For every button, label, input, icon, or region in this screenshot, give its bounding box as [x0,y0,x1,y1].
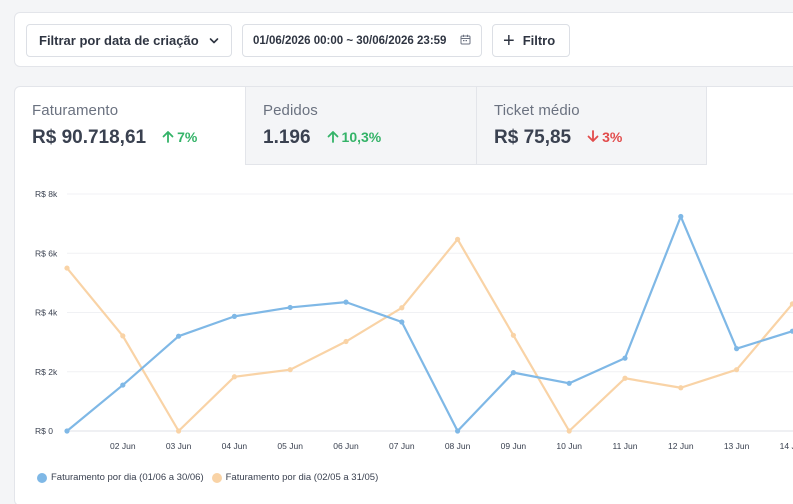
legend-label-current: Faturamento por dia (01/06 a 30/06) [51,472,204,483]
kpi-value: R$ 75,85 [494,127,572,148]
kpi-label: Pedidos [263,102,318,119]
data-point-previous [399,305,405,311]
add-filter-button[interactable]: + Filtro [492,24,570,57]
data-point-current [343,299,349,305]
kpi-label: Ticket médio [494,102,580,119]
y-tick-label: R$ 6k [35,248,58,258]
data-point-previous [510,332,516,338]
plus-icon: + [503,29,515,52]
x-tick-label: 08 Jun [445,441,471,451]
legend-label-previous: Faturamento por dia (02/05 a 31/05) [225,472,379,483]
x-tick-label: 07 Jun [389,441,415,451]
chevron-down-icon [209,38,219,44]
kpi-tab-pedidos[interactable]: Pedidos 1.196 10,3% [245,87,476,165]
data-point-previous [734,367,740,373]
data-point-previous [287,367,293,373]
date-field-select[interactable]: Filtrar por data de criação [26,24,232,57]
data-point-current [622,355,628,361]
data-point-previous [231,374,237,380]
x-tick-label: 10 Jun [556,441,582,451]
data-point-previous [343,338,349,345]
data-point-previous [566,428,572,434]
kpi-value: 1.196 [263,127,311,148]
data-point-current [510,370,516,376]
calendar-icon [460,34,471,45]
y-tick-label: R$ 2k [35,367,58,377]
data-point-current [566,380,572,386]
y-tick-label: R$ 4k [35,308,58,318]
kpi-label: Faturamento [32,102,119,119]
x-tick-label: 14 Jun [780,441,793,451]
data-point-current [399,319,405,325]
data-point-current [678,213,684,220]
revenue-line-chart: R$ 0 R$ 2k R$ 4k R$ 6k R$ 8k 02 Jun 03 Jun 04 J… [35,189,793,451]
date-range-picker[interactable]: 01/06/2026 00:00 ~ 30/06/2026 23:59 [242,24,482,57]
data-point-current [287,304,293,311]
legend-item-current[interactable]: Faturamento por dia (01/06 a 30/06) [37,472,204,483]
series-line-current [66,215,793,433]
x-tick-label: 05 Jun [277,441,303,451]
add-filter-label: Filtro [522,33,556,48]
data-point-previous [176,428,182,434]
y-tick-label: R$ 0 [35,426,53,436]
legend-item-previous[interactable]: Faturamento por dia (02/05 a 31/05) [211,472,379,483]
legend-swatch-current [37,472,47,483]
sales-chart-card: Faturamento R$ 90.718,61 7% Pedidos 1.19… [14,86,793,504]
data-point-previous [789,301,793,307]
kpi-value: R$ 90.718,61 [32,127,147,148]
data-point-current [789,328,793,334]
kpi-delta: 7% [162,129,197,145]
data-point-current [120,382,126,388]
arrow-up-icon [162,131,174,143]
date-field-label: Filtrar por data de criação [39,33,199,48]
x-tick-label: 06 Jun [333,441,359,451]
x-tick-label: 11 Jun [613,441,638,451]
data-point-previous [64,265,70,271]
data-point-current [64,428,70,434]
arrow-down-icon [587,130,599,142]
data-point-current [455,428,461,434]
filter-bar: Filtrar por data de criação 01/06/2026 0… [14,12,793,67]
data-point-current [734,346,740,352]
data-point-previous [120,333,126,339]
data-point-current [176,333,182,339]
data-point-previous [455,236,461,242]
data-point-previous [678,385,684,391]
chart-legend: Faturamento por dia (01/06 a 30/06) Fatu… [37,472,386,483]
y-tick-label: R$ 8k [35,189,58,199]
x-tick-label: 12 Jun [668,441,694,451]
kpi-tab-ticket-medio[interactable]: Ticket médio R$ 75,85 3% [476,87,707,165]
kpi-tab-faturamento[interactable]: Faturamento R$ 90.718,61 7% [15,87,245,165]
kpi-delta-value: 10,3% [341,128,382,145]
kpi-delta-value: 3% [602,128,623,145]
legend-swatch-previous [211,472,222,483]
kpi-delta: 10,3% [327,128,382,145]
x-tick-label: 04 Jun [222,441,248,451]
series-line-previous [66,238,793,433]
x-tick-label: 09 Jun [501,441,527,451]
date-range-value: 01/06/2026 00:00 ~ 30/06/2026 23:59 [253,34,447,47]
data-point-previous [622,375,628,381]
kpi-delta: 3% [587,129,622,145]
x-tick-label: 03 Jun [166,441,192,451]
data-point-current [231,313,237,319]
x-tick-label: 13 Jun [724,441,750,451]
x-tick-label: 02 Jun [110,441,136,451]
arrow-up-icon [327,131,338,143]
kpi-delta-value: 7% [177,128,198,145]
